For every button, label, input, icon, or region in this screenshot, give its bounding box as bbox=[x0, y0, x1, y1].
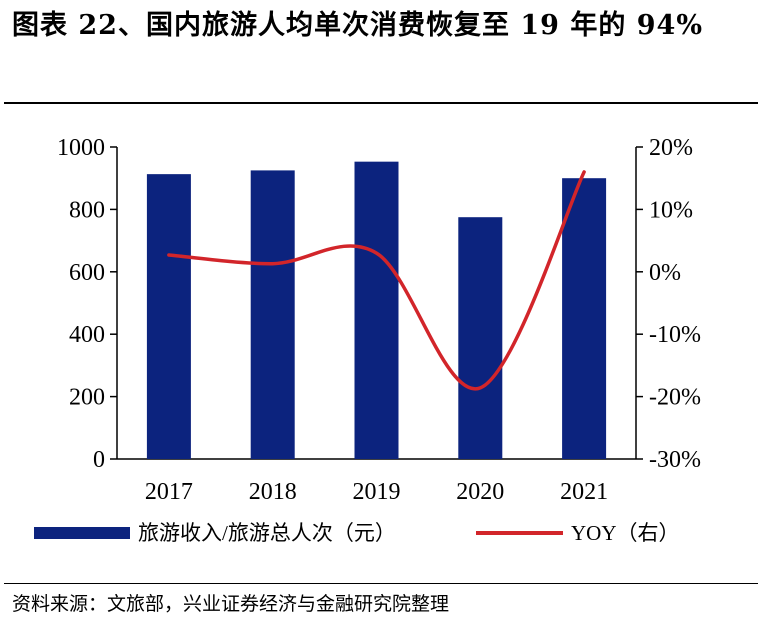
right-axis-tick-label: -30% bbox=[649, 447, 701, 473]
bar bbox=[458, 217, 503, 459]
top-rule bbox=[4, 102, 758, 104]
bar bbox=[250, 170, 295, 459]
right-axis-tick-label: 0% bbox=[649, 260, 681, 286]
left-axis-tick-label: 800 bbox=[69, 197, 105, 223]
legend: 旅游收入/旅游总人次（元） YOY（右） bbox=[34, 521, 680, 545]
bar bbox=[562, 178, 607, 459]
left-axis-tick-label: 400 bbox=[69, 322, 105, 348]
left-axis-tick-label: 200 bbox=[69, 385, 105, 411]
right-axis-tick-label: -10% bbox=[649, 322, 701, 348]
axes: 0 200 400 600 800 1000 20% 10% 0% -10% -20% -30% 201… bbox=[57, 135, 701, 505]
legend-line-label: YOY（右） bbox=[571, 521, 680, 545]
right-axis-tick-label: 20% bbox=[649, 135, 693, 161]
legend-bar-label: 旅游收入/旅游总人次（元） bbox=[138, 521, 396, 545]
source-note: 资料来源：文旅部，兴业证券经济与金融研究院整理 bbox=[12, 593, 450, 615]
x-axis-tick-label: 2018 bbox=[249, 479, 297, 505]
left-axis-tick-label: 0 bbox=[93, 447, 105, 473]
right-axis-tick-label: -20% bbox=[649, 385, 701, 411]
chart: 0 200 400 600 800 1000 20% 10% 0% -10% -20% -30% 201… bbox=[34, 135, 701, 545]
right-axis-tick-label: 10% bbox=[649, 197, 693, 223]
x-axis-tick-label: 2017 bbox=[145, 479, 193, 505]
x-axis-tick-label: 2021 bbox=[560, 479, 608, 505]
bar bbox=[354, 161, 399, 459]
yoy-line bbox=[167, 170, 586, 391]
bar bbox=[146, 174, 191, 460]
legend-bar-swatch bbox=[34, 527, 130, 539]
x-axis-tick-label: 2020 bbox=[456, 479, 504, 505]
left-axis-tick-label: 1000 bbox=[57, 135, 105, 161]
left-axis-tick-label: 600 bbox=[69, 260, 105, 286]
bar-series bbox=[146, 161, 607, 460]
chart-title: 图表 22、国内旅游人均单次消费恢复至 19 年的 94% bbox=[12, 10, 703, 41]
bottom-rule bbox=[4, 583, 758, 584]
x-axis-tick-label: 2019 bbox=[353, 479, 401, 505]
